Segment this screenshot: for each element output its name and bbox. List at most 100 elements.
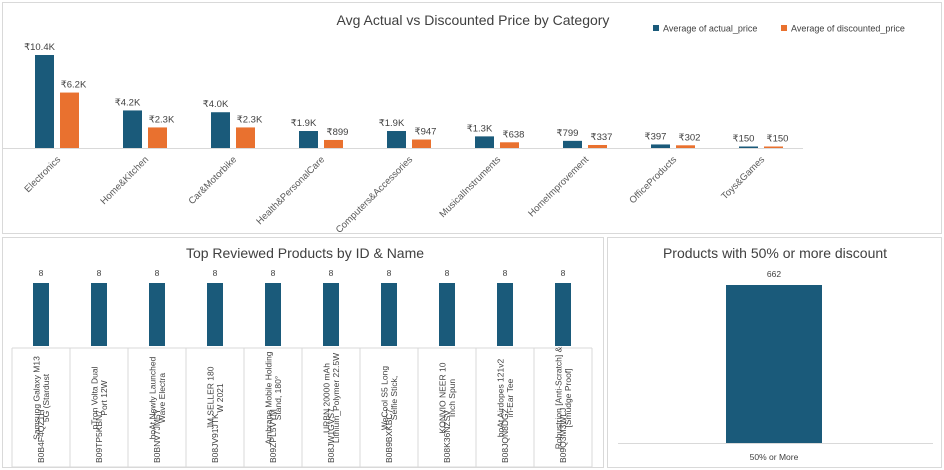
product-id-1: B09TP5KBN7 [94,410,104,463]
data-label-7: 8 [445,268,450,278]
bar-0-2 [211,112,230,148]
legend-label-1: Average of discounted_price [791,24,905,34]
product-id-9: B09Q3M3WLJ [558,408,568,463]
bar-1-4 [412,139,431,148]
product-name-0: Samsung Galaxy M135G (Stardust [31,356,51,440]
category-price-chart-panel: Avg Actual vs Discounted Price by Catego… [2,2,942,236]
product-id-3: B08JV91JTK [210,413,220,463]
product-id-2: B0BNV7JM5Y [152,408,162,463]
category-label-4: Computers&Accessories [334,154,415,235]
data-label-9: 8 [561,268,566,278]
product-id-0: B0B4F4QZ1H [36,410,46,463]
product-id-7: B08K36NZSV [442,410,452,463]
bar-1-5 [500,142,519,148]
category-label-1: Home&Kitchen [99,154,152,207]
bar-1-1 [148,127,167,148]
bar-4 [265,283,281,346]
category-label-0: Electronics [22,154,63,195]
data-label-5: 8 [329,268,334,278]
bar-9 [555,283,571,346]
product-name-line: Lithium_Polymer 22.5W [331,353,341,443]
bar-2 [149,283,165,346]
product-name-3: JM SELLER 180W 2021 [205,366,225,429]
data-label-1-6: ₹337 [591,132,613,143]
category-label-5: MusicalInstruments [437,154,503,220]
legend-label-0: Average of actual_price [663,24,757,34]
product-name-line: URBN 20000 mAh [321,363,331,433]
product-name-line: boAt Airdopes 121v2 [495,359,505,438]
legend-swatch-1 [781,25,787,31]
product-name-line: Port 12W [99,380,109,415]
product-name-line: Stand, 180° [273,376,283,421]
data-label-0-2: ₹4.0K [203,99,229,110]
category-label-0: 50% or More [750,452,799,462]
bar-0-0 [35,55,54,148]
product-name-8: boAt Airdopes 121v2in-Ear Tee [495,359,515,438]
bar-0-4 [387,131,406,148]
discount-products-chart-panel: Products with 50% or more discount 662 50%… [607,237,942,468]
product-name-line: pTron Volta Dual [89,366,99,429]
product-name-line: Robustrion [Anti-Scratch] & [553,346,563,449]
bar-6 [381,283,397,346]
product-name-5: URBN 20000 mAhLithium_Polymer 22.5W [321,353,341,443]
discount-products-chart: Products with 50% or more discount 662 50%… [618,245,933,462]
data-label-0-6: ₹799 [557,128,579,139]
bar-1-6 [588,144,607,148]
product-name-7: KONVIO NEER 10Inch Spun [437,362,457,433]
top-reviewed-chart: Top Reviewed Products by ID & Name 8 8 8 8 8 8… [11,245,593,468]
data-label-3: 8 [213,268,218,278]
bar-8 [497,283,513,346]
product-name-line: Inch Spun [447,379,457,418]
bar-1-3 [324,139,343,148]
legend-swatch-0 [653,25,659,31]
product-name-6: WeCool S5 LongSelfie Stick, [379,366,399,430]
bar-1-0 [60,92,79,148]
chart-title: Top Reviewed Products by ID & Name [186,245,424,261]
product-name-line: Samsung Galaxy M13 [31,356,41,440]
bar-1 [91,283,107,346]
bar-0-8 [739,146,758,148]
data-label-1-8: ₹150 [767,134,789,145]
data-label-1-7: ₹302 [679,132,701,143]
data-label-2: 8 [155,268,160,278]
data-label-1-1: ₹2.3K [149,114,175,125]
data-label-0-8: ₹150 [733,134,755,145]
bar-1-8 [764,146,783,148]
data-label-0-7: ₹397 [645,131,667,142]
product-name-9: Robustrion [Anti-Scratch] &[Smudge Proof… [553,346,573,449]
data-label-8: 8 [503,268,508,278]
category-label-3: Health&PersonalCare [254,154,327,227]
product-name-1: pTron Volta DualPort 12W [89,366,109,429]
product-name-line: W 2021 [215,383,225,413]
category-label-8: Toys&Games [719,154,767,202]
data-label-0-5: ₹1.3K [467,123,493,134]
data-label-0-0: ₹10.4K [24,42,56,53]
data-label-4: 8 [271,268,276,278]
data-label-0: 662 [767,269,781,279]
data-label-0: 8 [39,268,44,278]
data-label-1-3: ₹899 [327,127,349,138]
bar-0-6 [563,140,582,148]
product-name-line: WeCool S5 Long [379,366,389,430]
bar-1-7 [676,145,695,148]
data-label-1-4: ₹947 [415,127,437,138]
data-label-1: 8 [97,268,102,278]
product-name-line: Ambrane Mobile Holding [263,351,273,444]
top-reviewed-chart-panel: Top Reviewed Products by ID & Name 8 8 8 8 8 8… [2,237,604,468]
chart-title: Products with 50% or more discount [663,245,887,261]
product-name-line: Selfie Stick, [389,376,399,420]
chart-title: Avg Actual vs Discounted Price by Catego… [337,12,610,28]
data-label-6: 8 [387,268,392,278]
product-id-6: B0B9BXKBC7 [384,408,394,463]
category-price-chart: Avg Actual vs Discounted Price by Catego… [3,12,905,236]
data-label-0-4: ₹1.9K [379,118,405,129]
product-name-line: boAt Newly Launched [147,356,157,439]
bar-7 [439,283,455,346]
product-name-line: 5G (Stardust [41,373,51,422]
product-id-4: B09ZPL5VYM [268,409,278,463]
product-name-line: JM SELLER 180 [205,366,215,429]
bar-0-1 [123,110,142,148]
product-name-line: [Smudge Proof] [563,368,573,427]
data-label-1-0: ₹6.2K [61,80,87,91]
bar-1-2 [236,127,255,148]
